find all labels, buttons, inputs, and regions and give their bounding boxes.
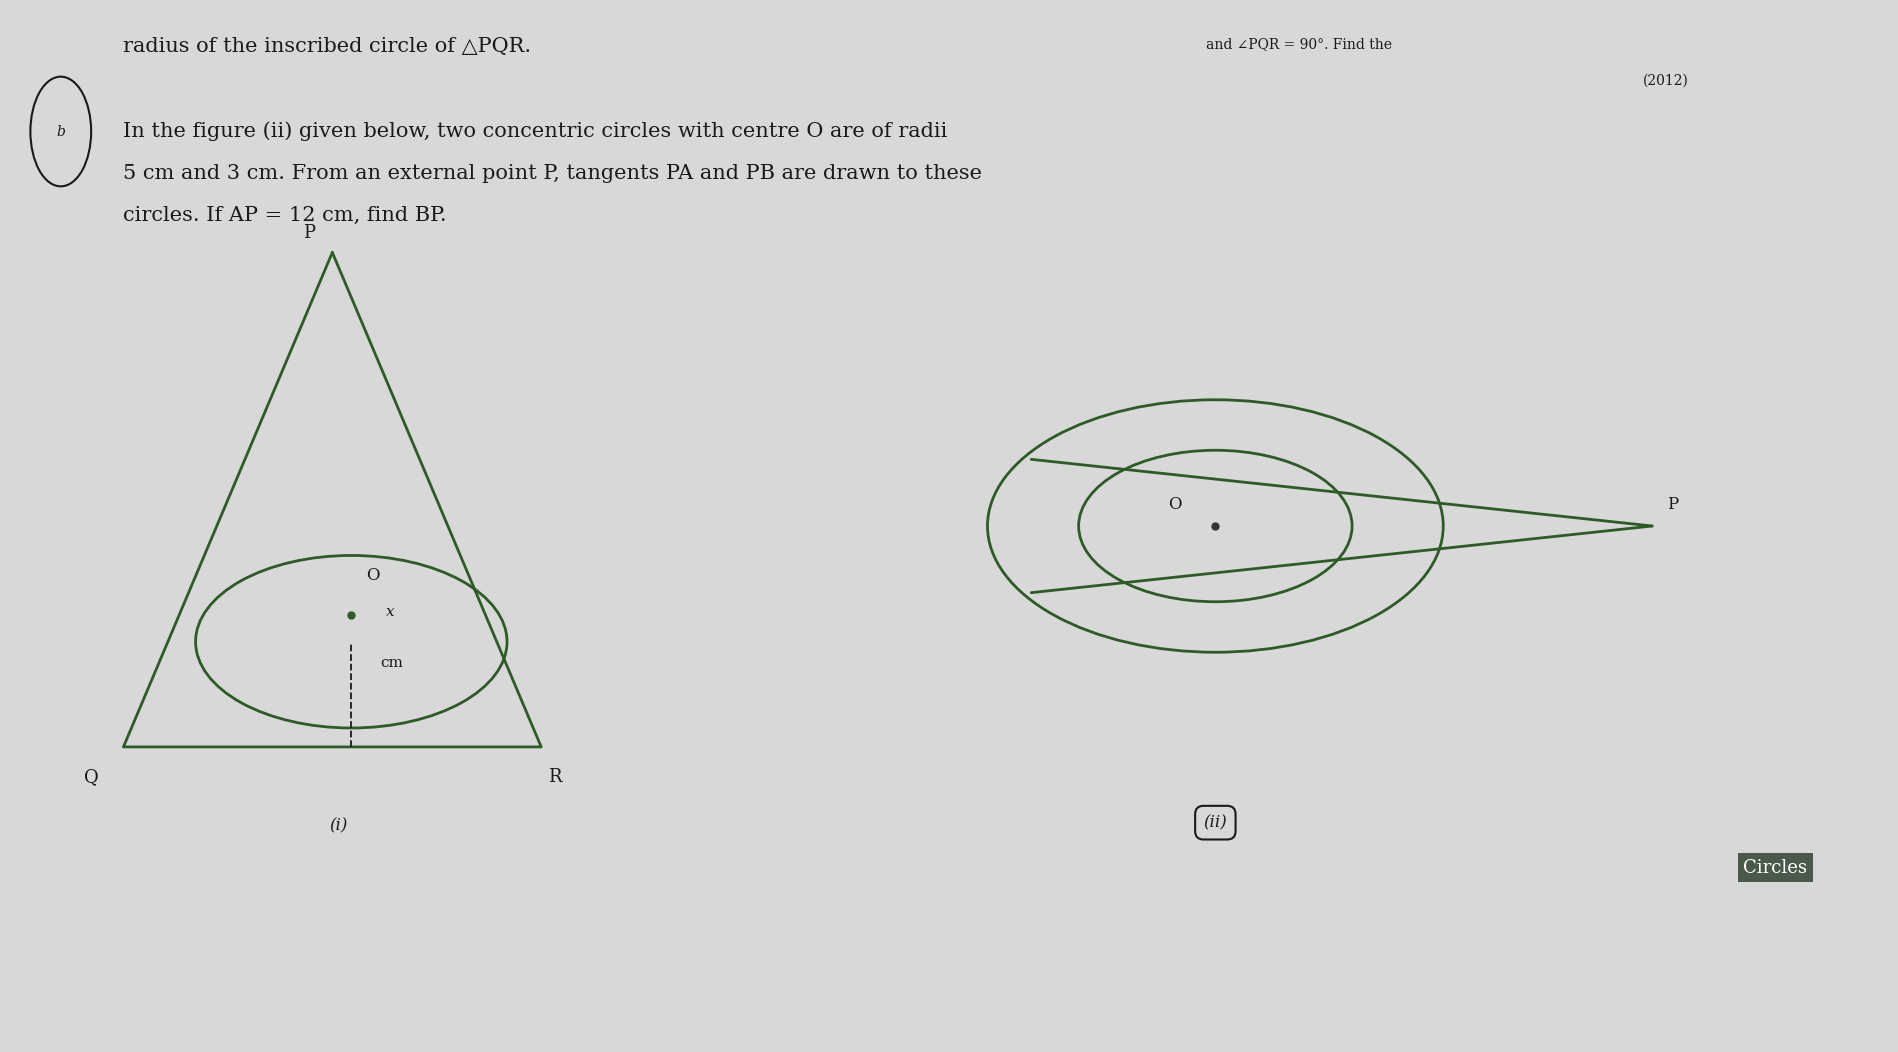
Text: (2012): (2012) xyxy=(1642,74,1687,87)
Text: and ∠PQR = 90°. Find the: and ∠PQR = 90°. Find the xyxy=(1205,37,1391,50)
Text: In the figure (ii) given below, two concentric circles with centre O are of radi: In the figure (ii) given below, two conc… xyxy=(123,122,947,141)
Text: P: P xyxy=(304,224,315,242)
Text: circles. If AP = 12 cm, find BP.: circles. If AP = 12 cm, find BP. xyxy=(123,206,446,225)
Text: (i): (i) xyxy=(328,817,347,834)
Text: P: P xyxy=(1666,497,1678,513)
Text: (ii): (ii) xyxy=(1203,814,1226,831)
Text: radius of the inscribed circle of △PQR.: radius of the inscribed circle of △PQR. xyxy=(123,37,531,56)
Text: O: O xyxy=(366,567,380,584)
Text: 5 cm and 3 cm. From an external point P, tangents PA and PB are drawn to these: 5 cm and 3 cm. From an external point P,… xyxy=(123,164,981,183)
Text: R: R xyxy=(547,768,562,786)
Text: b: b xyxy=(57,124,65,139)
Text: Circles: Circles xyxy=(1742,858,1807,877)
Text: Q: Q xyxy=(84,768,99,786)
Text: x: x xyxy=(385,605,395,620)
Text: cm: cm xyxy=(380,655,402,670)
Text: O: O xyxy=(1167,497,1181,513)
